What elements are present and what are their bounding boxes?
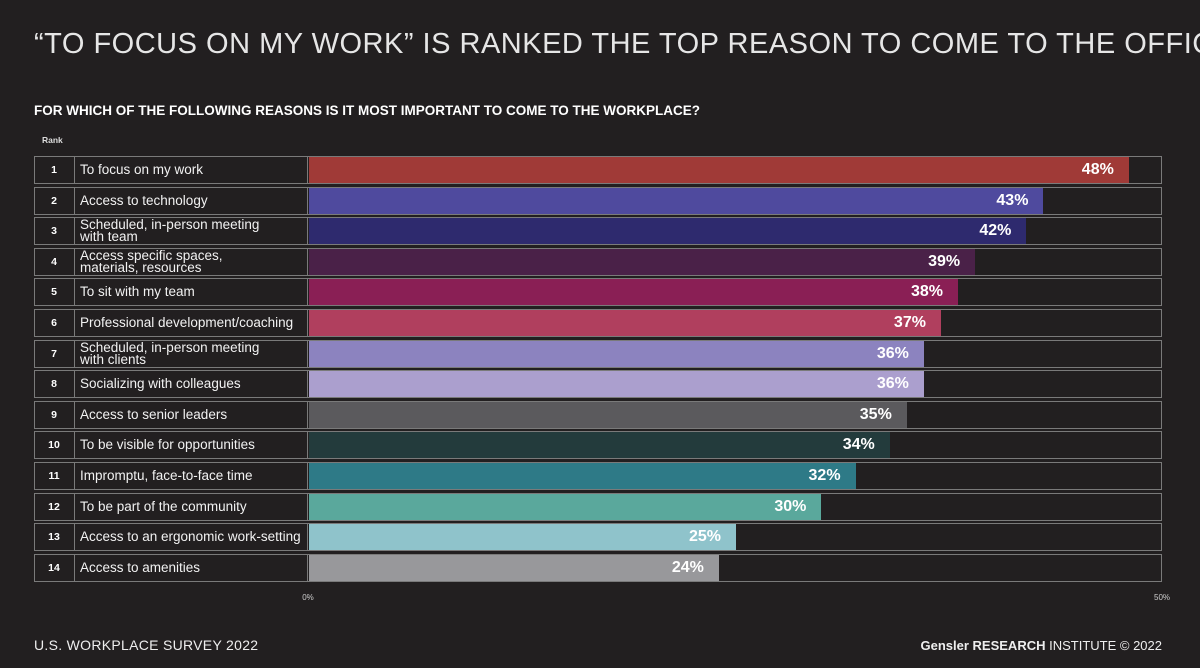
row-frame — [34, 309, 1162, 337]
rank: 14 — [34, 553, 75, 582]
category-label: Socializing with colleagues — [74, 370, 308, 399]
rank: 1 — [34, 156, 75, 184]
category-label: Access to amenities — [74, 553, 308, 582]
footer-right: Gensler RESEARCH INSTITUTE © 2022 — [921, 638, 1163, 653]
chart-title: “TO FOCUS ON MY WORK” IS RANKED THE TOP … — [34, 28, 1200, 60]
rank: 8 — [34, 370, 75, 399]
rank: 6 — [34, 309, 75, 337]
row-frame — [34, 400, 1162, 429]
value-label: 30% — [774, 497, 807, 515]
row-frame — [34, 186, 1162, 215]
rank-header: Rank — [42, 135, 63, 145]
row-frame — [34, 217, 1162, 246]
bar — [309, 371, 924, 398]
value-label: 38% — [911, 283, 944, 301]
category-label: Professional development/coaching — [74, 309, 308, 337]
row-frame — [34, 523, 1162, 552]
footer-brand: Gensler RESEARCH — [920, 638, 1046, 653]
bar — [309, 554, 719, 581]
value-label: 36% — [876, 344, 909, 362]
rank: 5 — [34, 278, 75, 307]
value-label: 48% — [1081, 161, 1114, 178]
row-frame — [34, 370, 1162, 399]
row-frame — [34, 553, 1162, 582]
category-label: To focus on my work — [74, 156, 308, 184]
bar — [309, 401, 907, 428]
value-label: 34% — [842, 436, 875, 454]
x-tick-label: 0% — [302, 593, 314, 602]
row-frame — [34, 431, 1162, 460]
value-label: 37% — [893, 314, 926, 331]
value-label: 35% — [859, 405, 892, 423]
category-label: To sit with my team — [74, 278, 308, 307]
rank: 13 — [34, 523, 75, 552]
rank: 7 — [34, 339, 75, 368]
category-label: Access specific spaces, materials, resou… — [74, 247, 308, 276]
row-frame — [34, 156, 1162, 184]
value-label: 25% — [688, 528, 721, 546]
chart-subtitle: FOR WHICH OF THE FOLLOWING REASONS IS IT… — [34, 103, 700, 118]
value-label: 36% — [876, 375, 909, 393]
footer-left: U.S. WORKPLACE SURVEY 2022 — [34, 637, 259, 653]
value-label: 39% — [928, 252, 961, 270]
rank: 9 — [34, 400, 75, 429]
row-frame — [34, 247, 1162, 276]
rank: 3 — [34, 217, 75, 246]
row-frame — [34, 492, 1162, 521]
category-label: Scheduled, in-person meeting with client… — [74, 339, 308, 368]
value-label: 24% — [671, 558, 704, 576]
category-label: Access to an ergonomic work-setting — [74, 523, 308, 552]
bar — [309, 157, 1129, 183]
row-frame — [34, 339, 1162, 368]
bar — [309, 218, 1027, 245]
category-label: To be visible for opportunities — [74, 431, 308, 460]
row-frame — [34, 462, 1162, 490]
rank: 10 — [34, 431, 75, 460]
bar — [309, 310, 941, 336]
category-label: To be part of the community — [74, 492, 308, 521]
bar — [309, 493, 822, 520]
rank: 2 — [34, 186, 75, 215]
x-tick-label: 50% — [1153, 593, 1171, 602]
value-label: 32% — [808, 467, 841, 484]
rank: 12 — [34, 492, 75, 521]
rank: 4 — [34, 247, 75, 276]
rank: 11 — [34, 462, 75, 490]
category-label: Access to technology — [74, 186, 308, 215]
bar — [309, 248, 976, 275]
bar — [309, 279, 959, 306]
footer-rest: INSTITUTE © 2022 — [1049, 638, 1162, 653]
value-label: 42% — [979, 222, 1012, 240]
bar — [309, 432, 890, 459]
category-label: Impromptu, face-to-face time — [74, 462, 308, 490]
row-frame — [34, 278, 1162, 307]
value-label: 43% — [996, 191, 1029, 209]
bar — [309, 187, 1044, 214]
category-label: Access to senior leaders — [74, 400, 308, 429]
bar — [309, 340, 924, 367]
bar — [309, 463, 856, 489]
category-label: Scheduled, in-person meeting with team — [74, 217, 308, 246]
bar — [309, 524, 736, 551]
